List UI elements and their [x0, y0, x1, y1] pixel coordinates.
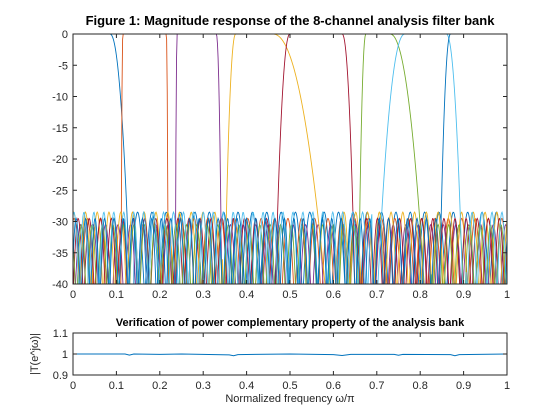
main-x-tick-label: 0.5: [282, 289, 297, 301]
verification-x-tick-label: 0.7: [369, 380, 384, 392]
main-chart-axes: [72, 33, 508, 285]
main-y-tick-label: 0: [62, 29, 68, 41]
main-x-tick-label: 0: [70, 289, 76, 301]
verification-x-tick-label: 1: [504, 380, 510, 392]
verification-x-tick-label: 0.9: [456, 380, 471, 392]
verification-x-tick-label: 0.6: [326, 380, 341, 392]
verification-x-tick-label: 0: [70, 380, 76, 392]
verification-x-tick-label: 0.1: [109, 380, 124, 392]
main-x-tick-label: 0.1: [109, 289, 124, 301]
main-x-tick-label: 0.2: [152, 289, 167, 301]
verification-x-tick-label: 0.5: [282, 380, 297, 392]
verification-y-tick-label: 0.9: [53, 370, 68, 382]
main-x-tick-labels: 0 0.1 0.2 0.3 0.4 0.5 0.6 0.7 0.8 0.9 1: [70, 289, 510, 301]
main-chart-title: Figure 1: Magnitude response of the 8-ch…: [86, 13, 496, 28]
main-y-tick-labels: 0 -5 -10 -15 -20 -25 -30 -35 -40: [52, 29, 68, 291]
main-y-tick-label: -30: [52, 217, 68, 229]
magnitude-response-panel: Figure 1: Magnitude response of the 8-ch…: [52, 13, 510, 301]
verification-chart-axes: [72, 332, 508, 376]
verification-x-tick-label: 0.4: [239, 380, 254, 392]
main-x-tick-label: 0.3: [196, 289, 211, 301]
main-y-tick-label: -20: [52, 154, 68, 166]
verification-y-tick-labels: 1.1 1 0.9: [53, 328, 68, 382]
verification-x-tick-label: 0.3: [196, 380, 211, 392]
main-x-tick-label: 0.6: [326, 289, 341, 301]
main-y-tick-label: -15: [52, 123, 68, 135]
main-x-tick-label: 1: [504, 289, 510, 301]
main-y-tick-label: -40: [52, 279, 68, 291]
main-y-tick-label: -5: [58, 60, 68, 72]
verification-series-group: [73, 353, 508, 357]
y-axis-label: |T(e^jω)|: [29, 333, 41, 375]
verification-y-tick-label: 1: [62, 349, 68, 361]
main-y-tick-label: -10: [52, 92, 68, 104]
verification-x-tick-label: 0.8: [413, 380, 428, 392]
power-complementary-curve: [73, 353, 508, 357]
main-x-tick-label: 0.7: [369, 289, 384, 301]
verification-y-tick-label: 1.1: [53, 328, 68, 340]
filter-channel-4-curve: [73, 33, 507, 284]
main-y-tick-label: -25: [52, 185, 68, 197]
verification-x-tick-label: 0.2: [152, 380, 167, 392]
verification-x-tick-labels: 0 0.1 0.2 0.3 0.4 0.5 0.6 0.7 0.8 0.9 1: [70, 380, 510, 392]
power-complementary-panel: Verification of power complementary prop…: [29, 317, 510, 405]
magnitude-series-group: [73, 33, 507, 284]
main-x-tick-label: 0.9: [456, 289, 471, 301]
x-axis-label: Normalized frequency ω/π: [225, 393, 355, 405]
main-x-tick-label: 0.4: [239, 289, 254, 301]
main-y-tick-label: -35: [52, 248, 68, 260]
verification-chart-title: Verification of power complementary prop…: [116, 317, 465, 329]
main-x-tick-label: 0.8: [413, 289, 428, 301]
